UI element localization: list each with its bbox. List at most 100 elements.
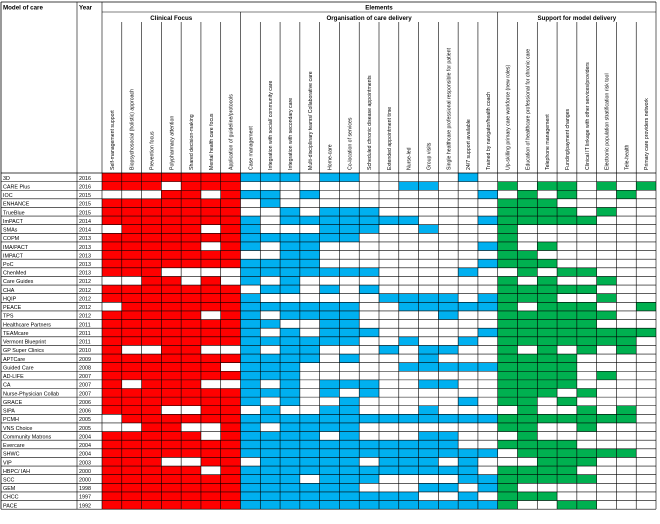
cell-filled	[299, 310, 320, 320]
cell-filled	[141, 491, 162, 501]
cell-filled	[359, 414, 379, 423]
cell-filled	[319, 207, 340, 217]
cell-filled	[181, 336, 201, 346]
column-label: Up-skilling primary care workforce (new …	[506, 65, 512, 170]
cell-filled	[161, 388, 182, 398]
row-model-name: ChenMed	[3, 271, 26, 277]
cell-filled	[102, 500, 122, 510]
row-model-name: IMA/PACT	[3, 245, 29, 251]
row-year: 2015	[79, 210, 91, 216]
row-year: 2005	[79, 426, 91, 432]
cell-filled	[339, 474, 360, 484]
cell-filled	[339, 466, 360, 475]
cell-filled	[497, 466, 518, 475]
cell-filled	[200, 198, 221, 208]
column-label: Shared decision-making	[189, 114, 195, 170]
cell-filled	[497, 285, 518, 294]
cell-filled	[141, 216, 162, 225]
cell-filled	[299, 440, 320, 449]
cell-filled	[379, 414, 399, 423]
cell-filled	[299, 483, 320, 492]
cell-filled	[161, 422, 182, 432]
cell-filled	[596, 414, 617, 423]
cell-filled	[517, 466, 538, 475]
row-model-name: 3D	[3, 176, 10, 182]
cell-filled	[576, 328, 597, 337]
cell-filled	[339, 233, 360, 242]
row-model-name: IOC	[3, 193, 13, 199]
cell-filled	[121, 405, 142, 415]
cell-filled	[339, 336, 360, 346]
cell-filled	[161, 207, 182, 217]
cell-filled	[418, 345, 439, 355]
cell-filled	[102, 397, 122, 406]
cell-filled	[102, 474, 122, 484]
cell-filled	[161, 173, 182, 182]
cell-filled	[497, 440, 518, 449]
cell-filled	[319, 466, 340, 475]
cell-filled	[339, 440, 360, 449]
cell-filled	[181, 293, 201, 303]
year-header: Year	[79, 5, 93, 12]
cell-filled	[121, 173, 142, 182]
row-year: 2000	[79, 469, 91, 475]
cell-filled	[299, 345, 320, 355]
cell-filled	[477, 259, 498, 268]
cell-filled	[240, 483, 261, 492]
cell-filled	[418, 293, 439, 303]
cell-filled	[339, 491, 360, 501]
cell-filled	[220, 422, 241, 432]
cell-filled	[200, 440, 221, 449]
row-year: 2012	[79, 288, 91, 294]
cell-filled	[161, 483, 182, 492]
column-label: Clinical IT linkage with other services/…	[585, 62, 591, 170]
cell-filled	[240, 440, 261, 449]
cell-filled	[319, 483, 340, 492]
row-year: 2005	[79, 417, 91, 423]
cell-filled	[319, 285, 340, 294]
cell-filled	[161, 250, 182, 260]
cell-filled	[497, 397, 518, 406]
column-label: Primary care providers network	[644, 98, 650, 170]
cell-filled	[398, 293, 419, 303]
cell-filled	[121, 336, 142, 346]
row-model-name: GP Super Clinics	[3, 348, 44, 354]
cell-filled	[220, 233, 241, 242]
row-year: 2009	[79, 357, 91, 363]
cell-filled	[497, 250, 518, 260]
cell-filled	[497, 233, 518, 242]
cell-filled	[458, 466, 478, 475]
cell-filled	[497, 422, 518, 432]
cell-filled	[339, 379, 360, 389]
cell-filled	[497, 259, 518, 268]
cell-filled	[220, 173, 241, 182]
cell-filled	[596, 371, 617, 380]
cell-filled	[102, 216, 122, 225]
cell-filled	[398, 500, 419, 510]
cell-filled	[299, 448, 320, 458]
cell-filled	[260, 500, 281, 510]
cell-filled	[398, 302, 419, 311]
cell-filled	[576, 388, 597, 398]
cell-filled	[557, 267, 577, 277]
cell-filled	[517, 190, 538, 199]
group-header: Clinical Focus	[150, 15, 193, 22]
cell-filled	[359, 285, 379, 294]
cell-filled	[537, 371, 558, 380]
cell-filled	[181, 371, 201, 380]
cell-filled	[181, 345, 201, 355]
cell-filled	[161, 293, 182, 303]
cell-filled	[260, 190, 281, 199]
cell-filled	[240, 354, 261, 363]
cell-filled	[260, 371, 281, 380]
cell-filled	[181, 198, 201, 208]
cell-filled	[319, 405, 340, 415]
cell-filled	[477, 293, 498, 303]
cell-filled	[102, 405, 122, 415]
cell-filled	[596, 448, 617, 458]
cell-filled	[517, 216, 538, 225]
cell-filled	[537, 491, 558, 501]
row-model-name: Healthcare Partners	[3, 322, 51, 328]
row-year: 2013	[79, 271, 91, 277]
